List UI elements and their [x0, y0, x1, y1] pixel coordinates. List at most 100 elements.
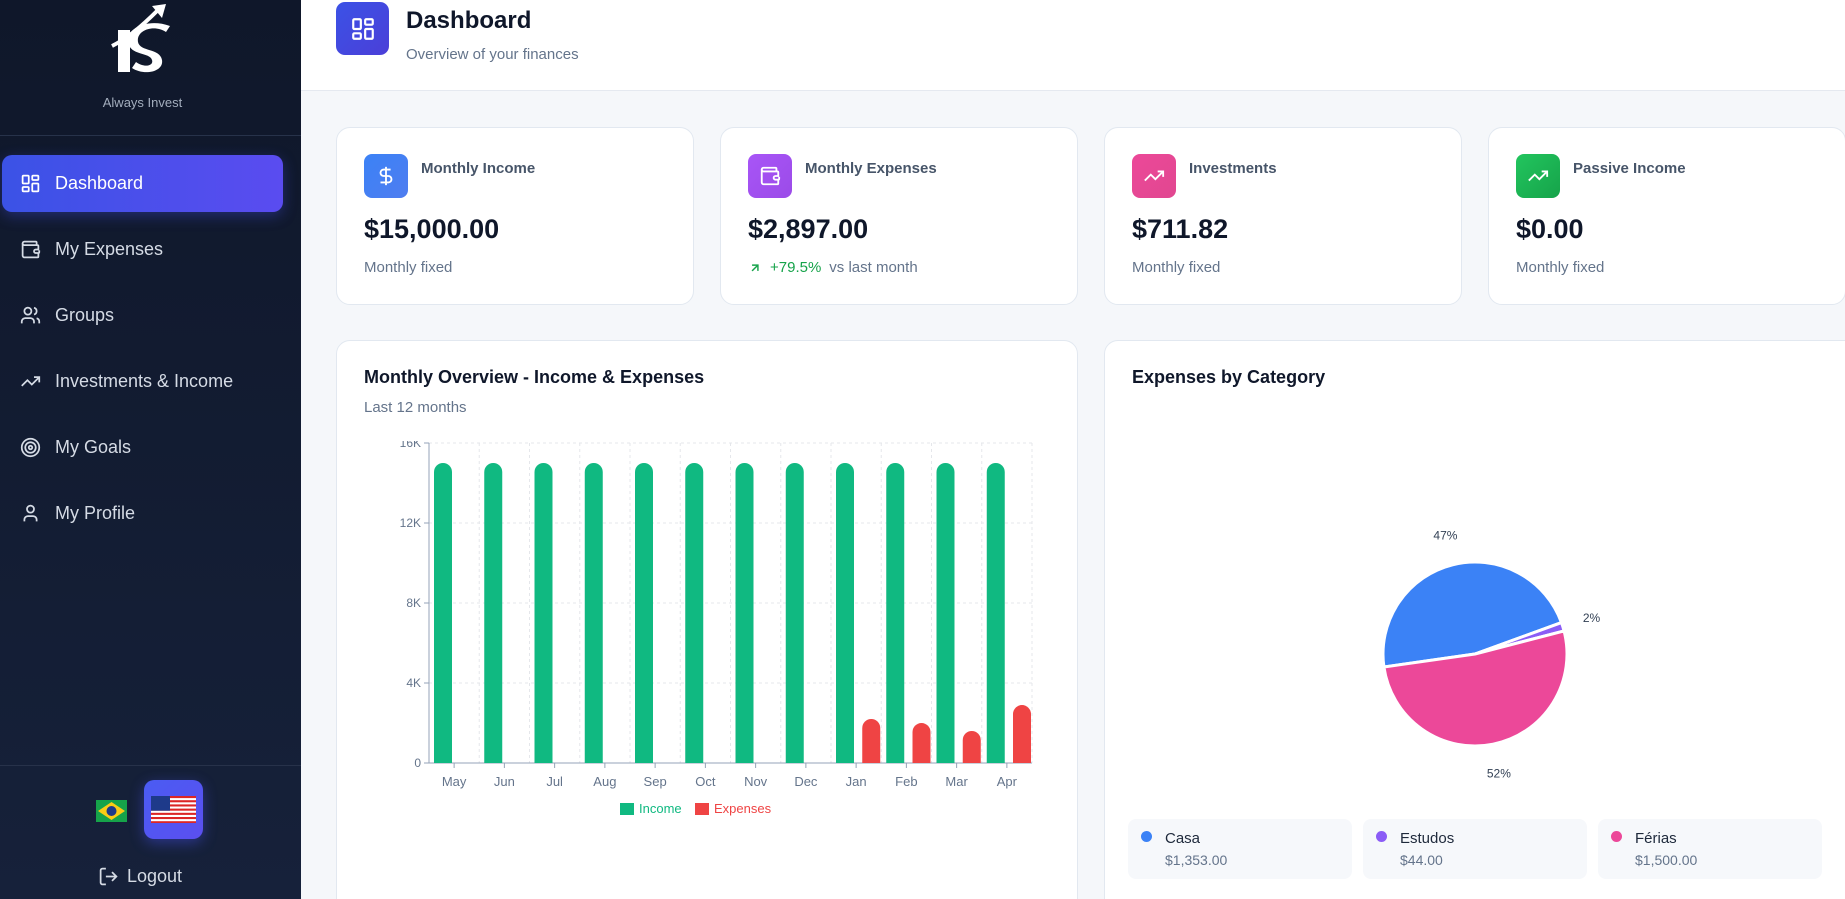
stat-icon-badge — [364, 154, 408, 198]
sidebar-item-label: My Goals — [55, 437, 132, 457]
wallet-icon — [21, 240, 41, 259]
legend-swatch — [695, 803, 709, 815]
x-tick-label: Apr — [997, 774, 1018, 789]
stat-card-monthly-expenses: Monthly Expenses $2,897.00 +79.5% vs las… — [720, 127, 1078, 305]
pie-slice-casa[interactable] — [1381, 560, 1564, 669]
stat-value: $15,000.00 — [364, 214, 500, 244]
legend-name: Férias — [1635, 830, 1677, 847]
stat-trend-value: +79.5% — [770, 259, 822, 276]
users-icon — [20, 306, 41, 324]
legend-label: Income — [639, 801, 682, 816]
dashboard-grid-icon — [351, 17, 374, 40]
legend-name: Casa — [1165, 830, 1201, 847]
category-legend-item: Férias $1,500.00 — [1598, 819, 1822, 879]
sidebar-item-label: My Profile — [55, 503, 136, 523]
trending-up-icon — [1144, 170, 1165, 182]
logout-button[interactable]: Logout — [98, 866, 182, 887]
income-bar[interactable] — [986, 463, 1005, 763]
income-bar[interactable] — [434, 463, 452, 763]
expenses-bar[interactable] — [962, 731, 981, 763]
sidebar-item-my-goals[interactable]: My Goals — [2, 419, 283, 476]
monthly-overview-card: Monthly Overview - Income & Expenses Las… — [336, 340, 1078, 899]
category-legend-item: Estudos $44.00 — [1363, 819, 1587, 879]
stat-note-text: Monthly fixed — [1132, 259, 1221, 276]
user-icon — [23, 504, 38, 522]
brand-area: Always Invest — [0, 0, 301, 136]
sidebar-item-dashboard[interactable]: Dashboard — [2, 155, 283, 212]
stat-label: Passive Income — [1573, 160, 1686, 177]
sidebar-item-label: Groups — [55, 305, 115, 325]
legend-label: Expenses — [714, 801, 772, 816]
chart-title: Expenses by Category — [1132, 367, 1326, 387]
x-tick-label: Dec — [794, 774, 818, 789]
brand-logo[interactable] — [108, 2, 176, 80]
x-tick-label: Jun — [494, 774, 515, 789]
stat-label: Investments — [1189, 160, 1277, 177]
y-tick-label: 0 — [414, 756, 421, 770]
sidebar-item-label: My Expenses — [55, 239, 164, 259]
pie-slice-férias[interactable] — [1382, 629, 1569, 748]
stat-card-investments: Investments $711.82 Monthly fixed — [1104, 127, 1462, 305]
legend-dot — [1141, 831, 1152, 842]
sidebar-item-investments-income[interactable]: Investments & Income — [2, 353, 283, 410]
chart-legend-item[interactable]: Income — [620, 801, 682, 816]
legend-amount: $44.00 — [1400, 852, 1443, 868]
income-bar[interactable] — [886, 463, 905, 763]
stat-icon-badge — [748, 154, 792, 198]
x-tick-label: Aug — [593, 774, 616, 789]
income-bar[interactable] — [735, 463, 754, 763]
stat-icon-badge — [1516, 154, 1560, 198]
legend-dot — [1376, 831, 1387, 842]
x-tick-label: Mar — [945, 774, 968, 789]
dollar-icon — [379, 166, 393, 186]
expenses-bar[interactable] — [1013, 705, 1031, 763]
sidebar-item-my-expenses[interactable]: My Expenses — [2, 221, 283, 278]
legend-amount: $1,353.00 — [1165, 852, 1228, 868]
category-legend-item: Casa $1,353.00 — [1128, 819, 1352, 879]
x-tick-label: May — [442, 774, 467, 789]
logout-label: Logout — [127, 866, 183, 886]
brand-tagline: Always Invest — [102, 95, 183, 110]
stat-note: Monthly fixed — [364, 259, 452, 276]
brazil-flag-icon[interactable] — [96, 800, 127, 822]
arrow-up-right-icon — [751, 263, 759, 271]
expenses-bar[interactable] — [912, 723, 931, 763]
expenses-by-category-card: Expenses by Category 47% 2% 52% Casa $1,35… — [1104, 340, 1845, 899]
legend-name: Estudos — [1400, 830, 1455, 847]
page-subtitle: Overview of your finances — [406, 46, 579, 63]
income-bar[interactable] — [785, 463, 804, 763]
y-tick-label: 8K — [406, 596, 421, 610]
expenses-bar[interactable] — [862, 719, 881, 763]
income-bar[interactable] — [685, 463, 704, 763]
dashboard-grid-icon — [21, 174, 40, 193]
stat-note-text: vs last month — [829, 259, 918, 276]
income-bar[interactable] — [635, 463, 653, 763]
stat-note-text: Monthly fixed — [1516, 259, 1605, 276]
sidebar-item-label: Investments & Income — [55, 371, 234, 391]
pie-label: 52% — [1487, 767, 1511, 781]
x-tick-label: Nov — [744, 774, 768, 789]
stat-card-passive-income: Passive Income $0.00 Monthly fixed — [1488, 127, 1845, 305]
us-flag-icon — [151, 796, 196, 823]
stat-value: $0.00 — [1516, 214, 1584, 244]
stat-note: Monthly fixed — [1516, 259, 1604, 276]
stat-note: Monthly fixed — [1132, 259, 1220, 276]
sidebar-item-groups[interactable]: Groups — [2, 287, 283, 344]
page-header: Dashboard Overview of your finances — [301, 0, 1845, 91]
income-bar[interactable] — [584, 463, 603, 763]
legend-swatch — [620, 803, 634, 815]
sidebar: Always Invest Dashboard My Expenses Grou… — [0, 0, 301, 899]
income-bar[interactable] — [936, 463, 955, 763]
page-title: Dashboard — [406, 7, 532, 34]
pie-label: 2% — [1583, 611, 1601, 625]
y-tick-label: 16K — [400, 441, 421, 450]
income-bar[interactable] — [836, 463, 854, 763]
income-bar[interactable] — [484, 463, 503, 763]
stat-value: $2,897.00 — [748, 214, 869, 244]
sidebar-item-my-profile[interactable]: My Profile — [2, 485, 283, 542]
chart-legend-item[interactable]: Expenses — [695, 801, 772, 816]
stat-note-text: Monthly fixed — [364, 259, 453, 276]
language-us-button[interactable] — [144, 780, 203, 839]
income-bar[interactable] — [534, 463, 553, 763]
income-expenses-bar-chart: 0 4K 8K 12K 16K May Jun Jul Aug Sep Oct Nov Dec Jan Fe… — [400, 441, 1033, 816]
